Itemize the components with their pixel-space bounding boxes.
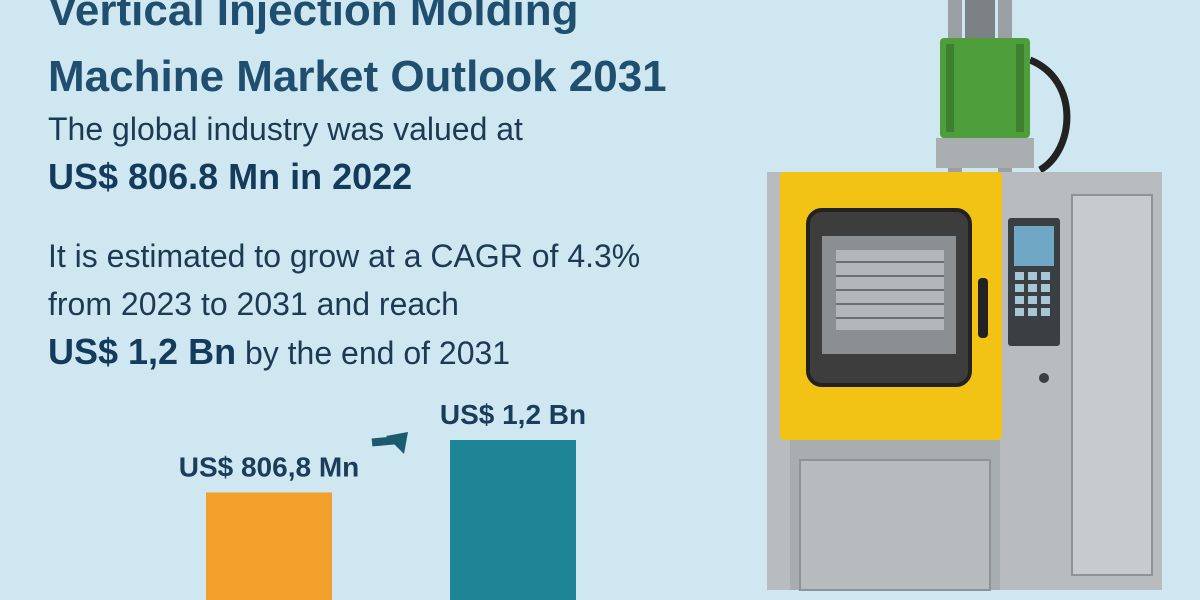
data-label-2031: US$ 1,2 Bn <box>440 399 586 430</box>
clamp-rib <box>946 44 954 132</box>
upper-platen <box>936 138 1034 168</box>
nozzle-housing <box>965 0 995 45</box>
title-line-1: Vertical Injection Molding <box>48 0 579 35</box>
growth-text: It is estimated to grow at a CAGR of 4.3… <box>48 232 640 377</box>
mold-lines <box>836 261 944 319</box>
infographic-title: Vertical Injection Molding Machine Marke… <box>48 0 667 110</box>
forecast-value: US$ 1,2 Bn <box>48 331 237 372</box>
data-label-2022: US$ 806,8 Mn <box>179 451 360 482</box>
bar-2022 <box>206 492 332 600</box>
control-screen <box>1014 226 1054 266</box>
clamp-rib <box>1016 44 1024 132</box>
valuation-figure: US$ 806.8 Mn in 2022 <box>48 156 413 197</box>
growth-line-1: It is estimated to grow at a CAGR of 4.3… <box>48 238 641 274</box>
knob-icon <box>1039 373 1049 383</box>
hydraulic-hose <box>1028 56 1071 174</box>
valuation-intro: The global industry was valued at <box>48 111 523 147</box>
growth-line-3: US$ 1,2 Bn by the end of 2031 <box>48 328 640 377</box>
growth-arrow-icon <box>371 432 408 454</box>
door-handle-icon <box>978 278 988 338</box>
valuation-text: The global industry was valued at US$ 80… <box>48 105 523 201</box>
market-size-bar-chart: US$ 806,8 Mn US$ 1,2 Bn <box>179 399 586 600</box>
bar-2031 <box>450 440 576 600</box>
injection-molding-machine-illustration <box>767 0 1162 591</box>
side-cabinet <box>1071 194 1153 576</box>
forecast-suffix: by the end of 2031 <box>236 335 511 371</box>
title-line-2: Machine Market Outlook 2031 <box>48 52 667 101</box>
clamp-unit <box>940 38 1030 138</box>
growth-line-2: from 2023 to 2031 and reach <box>48 286 459 322</box>
lower-cabinet-door <box>799 459 991 591</box>
keypad <box>1015 272 1050 316</box>
